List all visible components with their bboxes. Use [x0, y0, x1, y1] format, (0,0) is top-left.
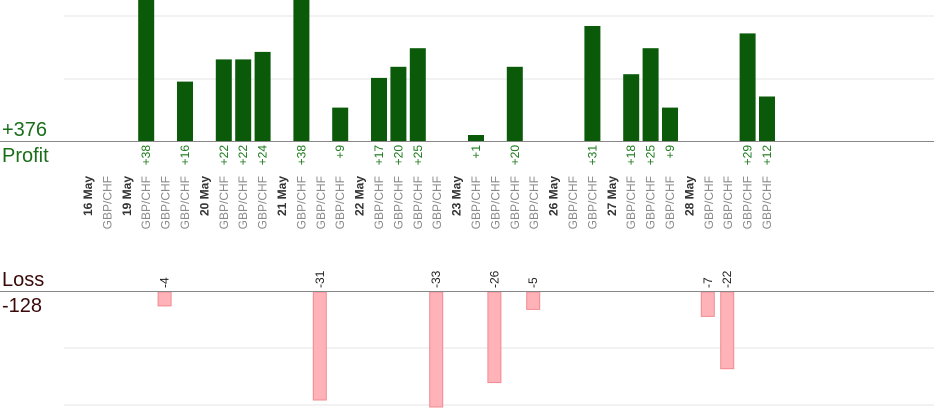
loss-value-label: -22	[720, 270, 734, 288]
profit-value-label: +20	[508, 145, 522, 166]
profit-bar	[293, 0, 310, 141]
pair-label: GBP/CHF	[741, 176, 755, 229]
pair-label: GBP/CHF	[644, 176, 658, 229]
loss-bar	[157, 291, 172, 307]
loss-label: Loss	[2, 269, 45, 291]
pair-label: GBP/CHF	[294, 176, 308, 229]
profit-bar	[409, 48, 426, 142]
loss-bar	[312, 291, 327, 401]
loss-bar	[700, 291, 715, 317]
pair-label: GBP/CHF	[411, 176, 425, 229]
pair-label: GBP/CHF	[100, 176, 114, 229]
profit-bar	[739, 33, 756, 141]
pair-label: GBP/CHF	[391, 176, 405, 229]
profit-value-label: +20	[391, 145, 405, 166]
profit-value-label: +25	[411, 145, 425, 166]
profit-label: Profit	[2, 145, 49, 167]
pair-label: GBP/CHF	[139, 176, 153, 229]
profit-value-label: +9	[663, 145, 677, 159]
profit-value-label: +25	[644, 145, 658, 166]
pair-label: GBP/CHF	[760, 176, 774, 229]
profit-value-label: +9	[333, 145, 347, 159]
profit-bar	[623, 74, 640, 141]
profit-bar	[254, 51, 271, 141]
pair-label: GBP/CHF	[236, 176, 250, 229]
date-label: 21 May	[275, 176, 289, 216]
pair-label: GBP/CHF	[430, 176, 444, 229]
profit-value-label: +22	[217, 145, 231, 166]
pair-label: GBP/CHF	[333, 176, 347, 229]
pair-label: GBP/CHF	[508, 176, 522, 229]
profit-bar	[390, 66, 407, 141]
profit-bar	[332, 107, 349, 141]
profit-bar	[177, 81, 193, 141]
pair-label: GBP/CHF	[663, 176, 677, 229]
profit-value-label: +38	[139, 145, 153, 166]
date-label: 20 May	[197, 176, 211, 216]
pair-label: GBP/CHF	[469, 176, 483, 229]
profit-value-label: +31	[585, 145, 599, 166]
profit-value-label: +12	[760, 145, 774, 166]
pair-label: GBP/CHF	[314, 176, 328, 229]
profit-value-label: +38	[294, 145, 308, 166]
profit-bar	[371, 77, 387, 141]
pair-label: GBP/CHF	[488, 176, 502, 229]
date-label: 16 May	[81, 176, 95, 216]
loss-total: -128	[2, 295, 43, 317]
bar-labels: +38 -4 +16 +22 +22 +24 +38 -31 +9 +17 +20 +25 -33 +1 -…	[139, 145, 774, 288]
profit-total: +376	[2, 119, 48, 141]
profit-bar	[759, 96, 775, 141]
profit-bar	[662, 107, 678, 141]
pair-label: GBP/CHF	[372, 176, 386, 229]
pair-label: GBP/CHF	[566, 176, 580, 229]
pair-label: GBP/CHF	[159, 176, 173, 229]
profit-bar	[468, 135, 484, 141]
loss-value-label: -7	[701, 277, 715, 288]
axes	[0, 141, 934, 292]
pair-label: GBP/CHF	[217, 176, 231, 229]
date-label: 28 May	[682, 176, 696, 216]
loss-bar	[487, 291, 502, 384]
loss-value-label: -5	[526, 277, 540, 288]
profit-bar	[642, 48, 659, 142]
profit-bar	[584, 26, 601, 141]
pair-label: GBP/CHF	[178, 176, 192, 229]
profit-bar	[506, 66, 523, 141]
profit-value-label: +1	[469, 145, 483, 159]
profit-value-label: +17	[372, 145, 386, 166]
profit-value-label: +29	[741, 145, 755, 166]
profit-bar	[138, 0, 155, 141]
loss-value-label: -33	[429, 270, 443, 288]
loss-bar	[429, 291, 444, 408]
pair-label: GBP/CHF	[527, 176, 541, 229]
loss-value-label: -31	[313, 270, 327, 288]
date-label: 22 May	[353, 176, 367, 216]
date-label: 23 May	[450, 176, 464, 216]
profit-value-label: +16	[178, 145, 192, 166]
loss-bar	[526, 291, 541, 310]
loss-bar	[720, 291, 735, 370]
profit-bar	[215, 59, 232, 141]
date-label: 27 May	[605, 176, 619, 216]
profit-value-label: +18	[624, 145, 638, 166]
pair-label: GBP/CHF	[585, 176, 599, 229]
profit-value-label: +24	[256, 145, 270, 166]
pair-label: GBP/CHF	[256, 176, 270, 229]
pair-label: GBP/CHF	[624, 176, 638, 229]
profit-bar	[235, 59, 252, 141]
pair-label: GBP/CHF	[702, 176, 716, 229]
profit-value-label: +22	[236, 145, 250, 166]
loss-bars	[157, 291, 735, 408]
date-label: 19 May	[120, 176, 134, 216]
date-label: 26 May	[547, 176, 561, 216]
pair-label: GBP/CHF	[721, 176, 735, 229]
loss-value-label: -26	[487, 270, 501, 288]
category-labels: 16 May GBP/CHF 19 May GBP/CHF GBP/CHF GBP/CHF…	[81, 176, 774, 230]
profit-bars	[138, 0, 775, 142]
loss-value-label: -4	[158, 277, 172, 288]
